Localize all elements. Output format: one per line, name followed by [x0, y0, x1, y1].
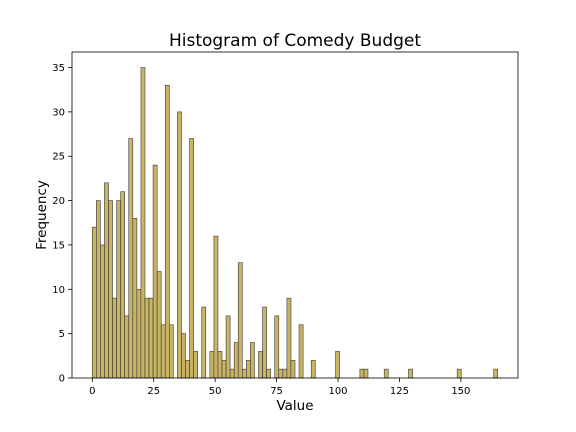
x-tick-label: 50: [209, 386, 222, 397]
histogram-bar: [408, 368, 413, 379]
histogram-bar: [120, 191, 126, 379]
histogram-bar: [258, 351, 263, 379]
histogram-bar: [250, 342, 255, 379]
bars-group: [91, 67, 499, 379]
x-axis-label: Value: [276, 398, 313, 414]
histogram-bar: [152, 164, 158, 379]
y-tick-label: 5: [59, 329, 65, 340]
histogram-bar: [286, 297, 292, 379]
histogram-bar: [213, 235, 219, 379]
y-tick-label: 15: [52, 240, 65, 251]
histogram-bar: [100, 244, 105, 379]
x-tick-label: 100: [328, 386, 347, 397]
x-tick-label: 150: [451, 386, 470, 397]
histogram-bar: [209, 351, 215, 379]
histogram-bar: [298, 324, 304, 379]
histogram-bar: [229, 368, 235, 379]
histogram-bar: [104, 182, 109, 379]
histogram-bar: [144, 297, 150, 379]
histogram-bar: [112, 297, 117, 379]
x-tick-label: 0: [89, 386, 95, 397]
y-tick-label: 30: [52, 107, 65, 118]
y-tick-label: 20: [52, 196, 65, 207]
histogram-bar: [456, 368, 462, 379]
x-axis-ticks: 0 25 50 75 100 125 150: [89, 378, 470, 397]
histogram-bar: [91, 226, 97, 379]
histogram-bar: [278, 368, 284, 379]
histogram-bar: [189, 138, 194, 379]
histogram-bar: [225, 315, 231, 379]
x-tick-label: 75: [270, 386, 283, 397]
histogram-bar: [132, 218, 138, 379]
histogram-bar: [246, 359, 251, 379]
histogram-bar: [164, 84, 170, 379]
histogram-bar: [201, 306, 207, 379]
histogram-bar: [96, 200, 101, 379]
histogram-bar: [124, 315, 130, 379]
histogram-bar: [310, 359, 316, 379]
histogram-bar: [335, 351, 340, 379]
histogram-bar: [493, 368, 499, 379]
histogram-bar: [169, 324, 174, 379]
histogram-bar: [177, 111, 182, 379]
histogram-bar: [282, 368, 288, 379]
histogram-bar: [116, 200, 121, 379]
plot-frame: [71, 51, 519, 379]
histogram-bar: [160, 324, 166, 379]
histogram-bar: [233, 342, 239, 379]
histogram-bar: [217, 351, 223, 379]
x-tick-label: 125: [390, 386, 409, 397]
histogram-bar: [383, 368, 389, 379]
histogram-bar: [128, 138, 134, 379]
histogram-bar: [193, 351, 198, 379]
histogram-bar: [185, 359, 190, 379]
y-axis-ticks: 0 5 10 15 20 25 30 35: [52, 63, 72, 385]
histogram-bar: [108, 200, 113, 379]
x-tick-label: 25: [147, 386, 160, 397]
histogram-bar: [237, 262, 243, 379]
histogram-bar: [266, 368, 271, 379]
histogram-bar: [148, 297, 154, 379]
y-axis-label: Frequency: [34, 180, 50, 250]
histogram-bar: [221, 359, 227, 379]
histogram-bar: [274, 315, 280, 379]
histogram-bar: [290, 359, 296, 379]
y-tick-label: 10: [52, 285, 65, 296]
histogram-bar: [136, 288, 142, 379]
histogram-bar: [241, 368, 247, 379]
histogram-bar: [363, 368, 369, 379]
histogram-bar: [359, 368, 365, 379]
histogram-bar: [140, 67, 146, 379]
histogram-bar: [181, 333, 186, 379]
histogram-bar: [156, 271, 162, 379]
y-tick-label: 25: [52, 152, 65, 163]
histogram-bar: [262, 306, 267, 379]
y-tick-label: 35: [52, 63, 65, 74]
y-tick-label: 0: [59, 374, 65, 385]
chart-title: Histogram of Comedy Budget: [169, 31, 421, 51]
